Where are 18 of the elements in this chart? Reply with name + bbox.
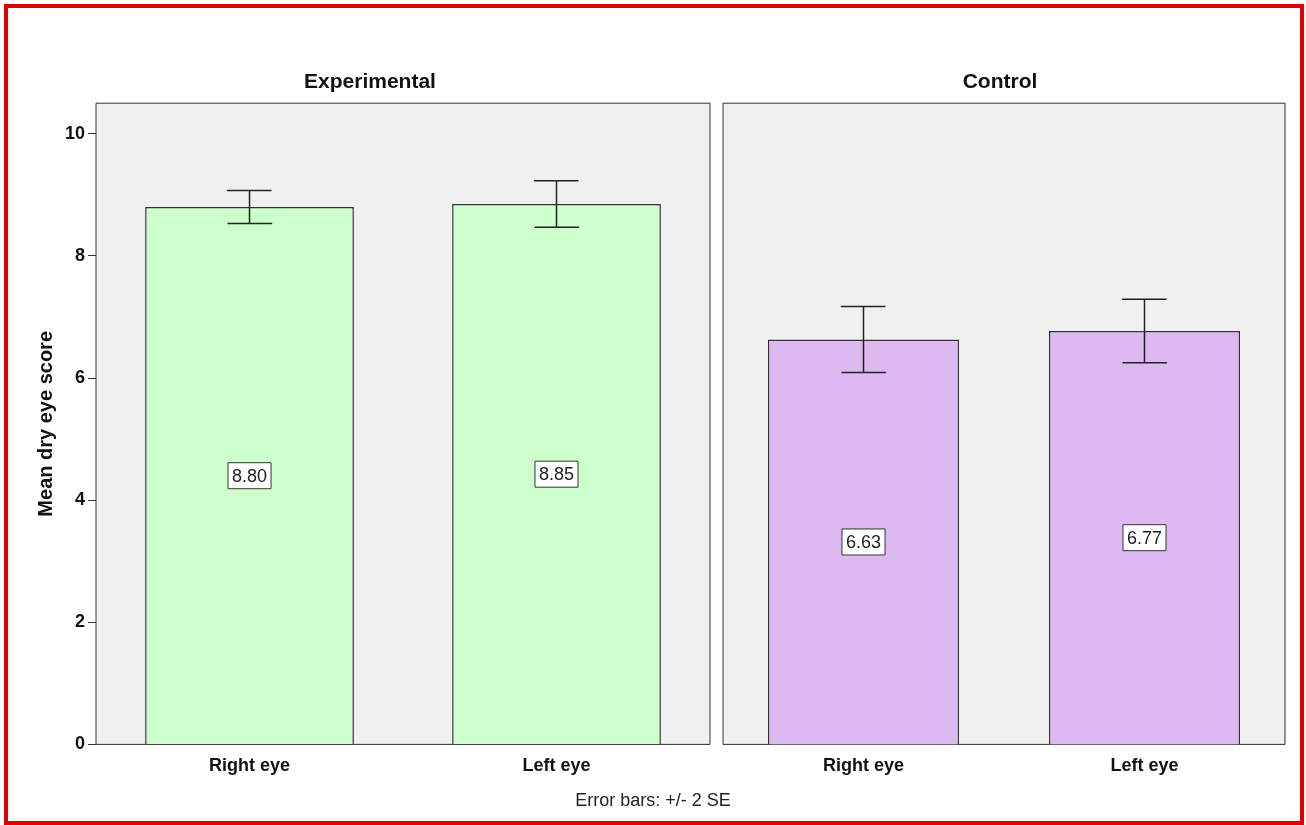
x-tick-label: Left eye <box>1110 755 1179 776</box>
data-label: 6.63 <box>845 531 882 552</box>
data-label: 8.80 <box>231 465 268 486</box>
y-tick-label: 0 <box>75 733 86 754</box>
chart-title: Control <box>962 69 1038 93</box>
x-tick-label: Right eye <box>822 755 905 776</box>
x-tick-label: Left eye <box>522 755 591 776</box>
text: Error bars: +/- 2 SE <box>574 790 732 811</box>
data-label: 8.85 <box>538 464 575 485</box>
y-tick-label: 8 <box>75 244 86 265</box>
y-axis-title: Mean dry eye score <box>33 330 56 517</box>
data-label: 6.77 <box>1126 527 1163 548</box>
chart-title: Experimental <box>304 69 436 93</box>
y-tick-label: 2 <box>75 611 86 632</box>
y-tick-label: 10 <box>64 122 86 143</box>
y-tick-label: 4 <box>75 489 86 510</box>
x-tick-label: Right eye <box>209 755 291 776</box>
y-tick-label: 6 <box>75 366 86 387</box>
